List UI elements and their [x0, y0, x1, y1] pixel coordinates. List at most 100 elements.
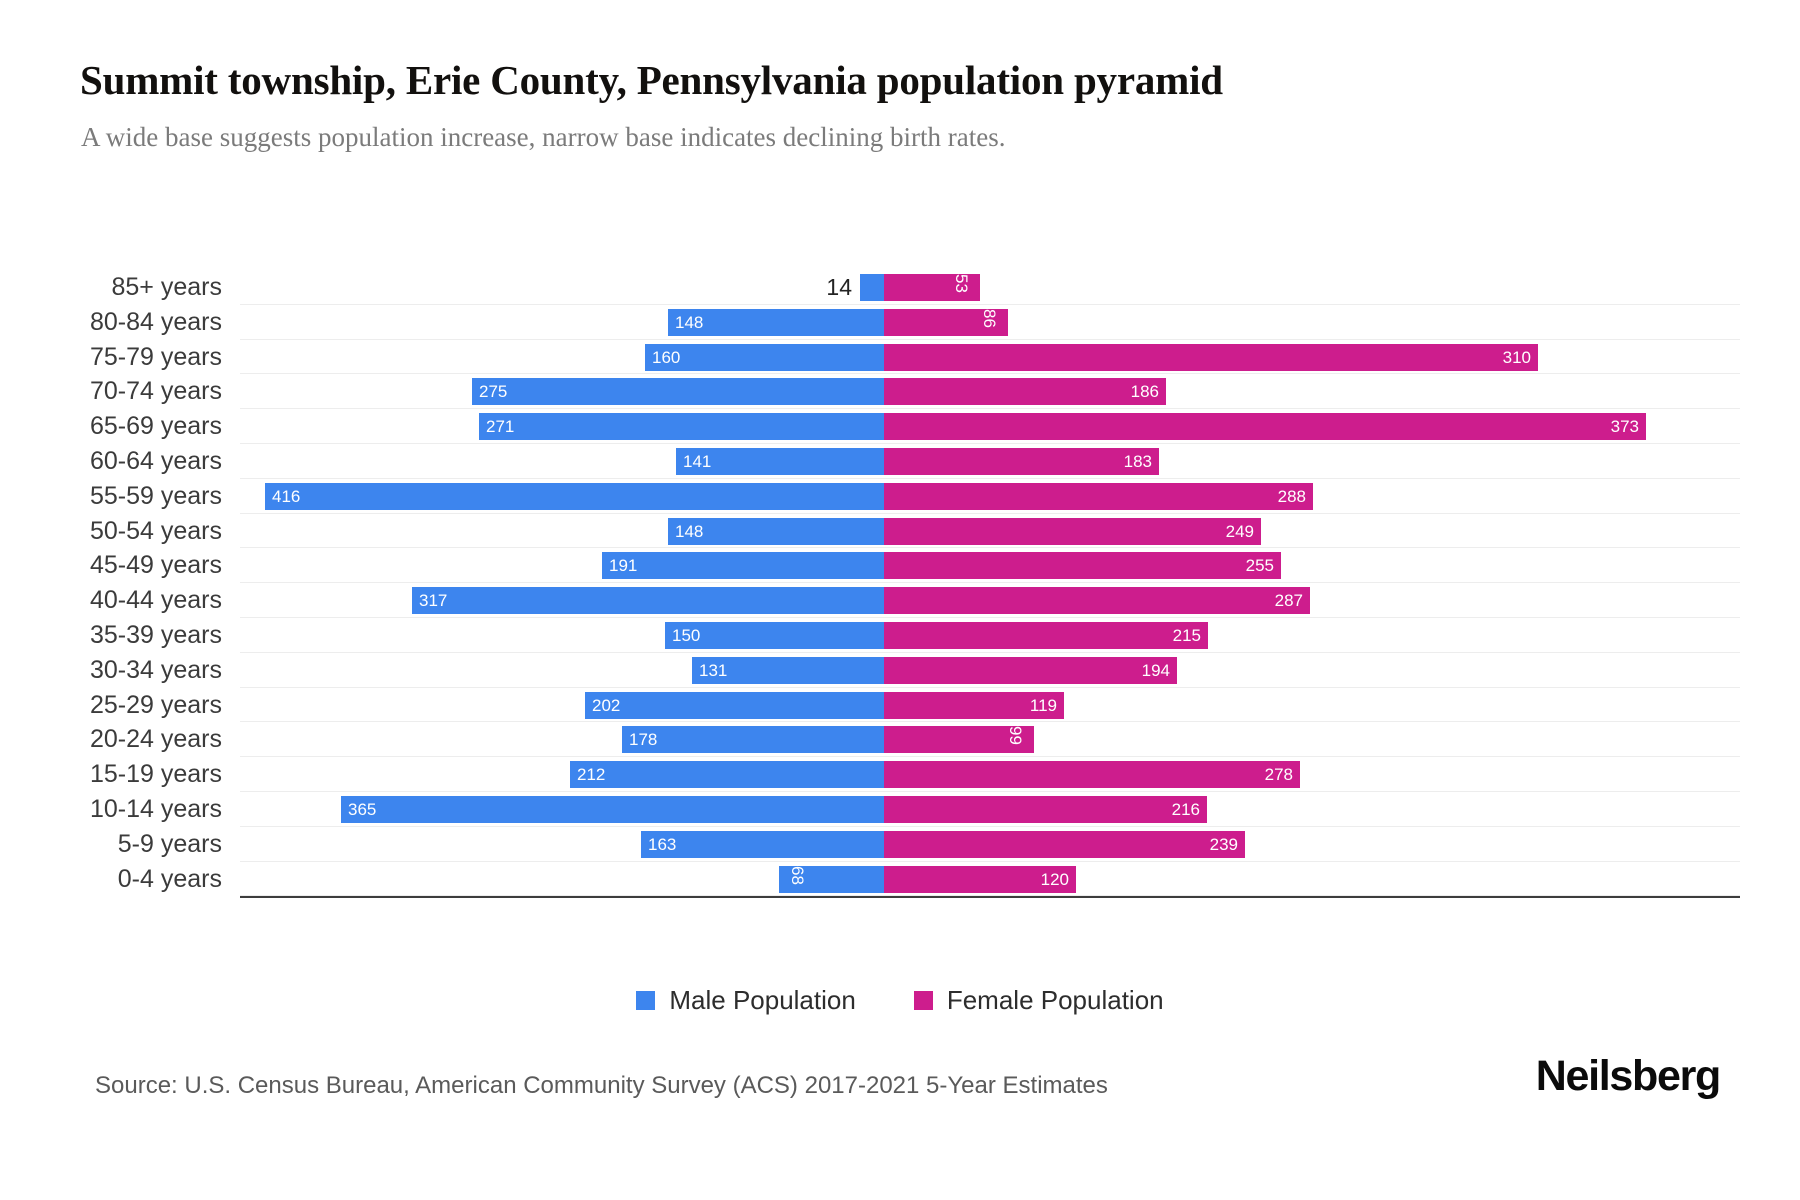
gridline	[240, 443, 1740, 444]
female-value-label: 288	[1277, 486, 1306, 506]
female-value-label: 310	[1502, 347, 1531, 367]
gridline	[240, 825, 1740, 827]
female-value-label: 216	[1171, 800, 1200, 819]
female-bar[interactable]: 183	[884, 448, 1159, 475]
chart-row: 15-19 years 212 278	[90, 757, 1740, 792]
axis-label-35-39-years: 35-39 years	[89, 621, 222, 649]
male-bar[interactable]: 275	[472, 378, 884, 406]
female-value-label: 86	[980, 308, 999, 328]
female-bar[interactable]: 99	[884, 726, 1034, 754]
female-value-label: 120	[1040, 869, 1069, 889]
female-bar[interactable]: 194	[884, 656, 1177, 684]
female-bar[interactable]: 215	[884, 622, 1208, 649]
gridline	[240, 373, 1740, 375]
chart-row: 70-74 years 275 186	[90, 374, 1740, 409]
male-value-label: 150	[672, 626, 701, 645]
chart-plot-area: 85+ years 14 53 80-84 years 148 86 75-79 years…	[90, 270, 1740, 898]
gridline	[240, 860, 1740, 862]
axis-label-80-84-years: 80-84 years	[89, 307, 222, 336]
male-value-label: 148	[675, 312, 704, 332]
axis-label-60-64-years: 60-64 years	[89, 447, 222, 475]
axis-label-15-19-years: 15-19 years	[89, 760, 222, 789]
gridline	[240, 791, 1740, 792]
legend-label-female: Female Population	[946, 985, 1164, 1015]
chart-row: 60-64 years 141 183	[90, 444, 1740, 479]
male-bar[interactable]: 212	[570, 761, 884, 789]
chart-row: 10-14 years 365 216	[90, 792, 1740, 827]
male-value-label: 178	[629, 730, 658, 750]
page-subtitle: A wide base suggests population increase…	[81, 122, 1006, 152]
axis-label-0-4-years: 0-4 years	[117, 864, 222, 893]
gridline	[240, 338, 1740, 340]
chart-row: 25-29 years 202 119	[90, 688, 1740, 723]
male-bar[interactable]: 148	[668, 517, 884, 545]
axis-label-70-74-years: 70-74 years	[89, 377, 222, 406]
male-bar[interactable]: 271	[479, 413, 884, 441]
female-bar[interactable]: 278	[884, 761, 1300, 789]
legend-item-female[interactable]: Female Population	[913, 985, 1164, 1016]
source-note: Source: U.S. Census Bureau, American Com…	[95, 1072, 1108, 1099]
male-bar[interactable]: 191	[602, 552, 884, 580]
male-bar[interactable]: 141	[676, 448, 884, 475]
male-bar[interactable]: 160	[645, 343, 884, 371]
gridline	[240, 651, 1740, 653]
chart-row: 30-34 years 131 194	[90, 653, 1740, 688]
axis-label-25-29-years: 25-29 years	[89, 690, 222, 719]
female-bar[interactable]: 373	[884, 413, 1646, 441]
gridline	[240, 547, 1740, 549]
legend-item-male[interactable]: Male Population	[636, 985, 856, 1016]
male-bar[interactable]: 178	[622, 726, 884, 754]
male-bar[interactable]: 163	[641, 830, 884, 858]
gridline	[240, 303, 1740, 305]
female-value-label: 194	[1141, 660, 1170, 680]
chart-row: 50-54 years 148 249	[90, 514, 1740, 549]
female-bar[interactable]: 287	[884, 587, 1310, 615]
female-bar[interactable]: 186	[884, 378, 1166, 406]
female-bar[interactable]: 120	[884, 865, 1076, 893]
male-value-label: 163	[648, 834, 677, 854]
male-bar[interactable]: 131	[692, 656, 884, 684]
male-bar[interactable]: 68	[779, 865, 884, 893]
male-bar[interactable]: 317	[412, 587, 884, 615]
male-bar[interactable]: 150	[665, 622, 884, 649]
female-bar[interactable]: 249	[884, 517, 1261, 545]
female-swatch-icon	[913, 991, 933, 1010]
male-bar[interactable]: 148	[668, 308, 884, 336]
female-value-label: 183	[1123, 452, 1152, 471]
female-bar[interactable]: 288	[884, 482, 1313, 510]
chart-row: 0-4 years 68 120	[118, 862, 1740, 897]
axis-label-75-79-years: 75-79 years	[89, 342, 222, 371]
axis-label-10-14-years: 10-14 years	[89, 795, 222, 823]
page-title: Summit township, Erie County, Pennsylvan…	[80, 57, 1223, 103]
male-bar[interactable]: 202	[585, 691, 884, 719]
female-bar[interactable]: 86	[884, 308, 1008, 336]
gridline	[240, 582, 1740, 584]
male-bar[interactable]: 14	[826, 274, 884, 301]
female-value-label: 249	[1225, 521, 1254, 541]
chart-row: 55-59 years 416 288	[90, 479, 1740, 514]
female-value-label: 99	[1006, 726, 1025, 746]
gridline	[240, 617, 1740, 618]
female-value-label: 53	[952, 274, 971, 293]
female-value-label: 287	[1274, 591, 1303, 611]
female-bar[interactable]: 310	[884, 343, 1538, 371]
male-bar[interactable]: 365	[341, 796, 884, 823]
female-bar[interactable]: 216	[884, 796, 1207, 823]
female-bar[interactable]: 239	[884, 830, 1245, 858]
male-bar[interactable]: 416	[265, 482, 884, 510]
gridline	[240, 512, 1740, 514]
axis-label-85-years: 85+ years	[111, 273, 223, 301]
male-value-label: 416	[272, 486, 301, 506]
female-bar[interactable]: 255	[884, 552, 1281, 580]
gridline	[240, 408, 1740, 410]
female-bar[interactable]: 119	[884, 691, 1064, 719]
male-value-label: 191	[609, 556, 638, 576]
male-value-label: 202	[592, 695, 621, 715]
axis-label-30-34-years: 30-34 years	[89, 655, 222, 684]
chart-row: 5-9 years 163 239	[118, 827, 1740, 862]
female-bar[interactable]: 53	[884, 274, 980, 301]
female-value-label: 119	[1029, 695, 1057, 715]
chart-rows: 85+ years 14 53 80-84 years 148 86 75-79 years…	[90, 270, 1740, 898]
male-value-label: 141	[683, 452, 712, 471]
female-value-label: 255	[1245, 556, 1274, 576]
